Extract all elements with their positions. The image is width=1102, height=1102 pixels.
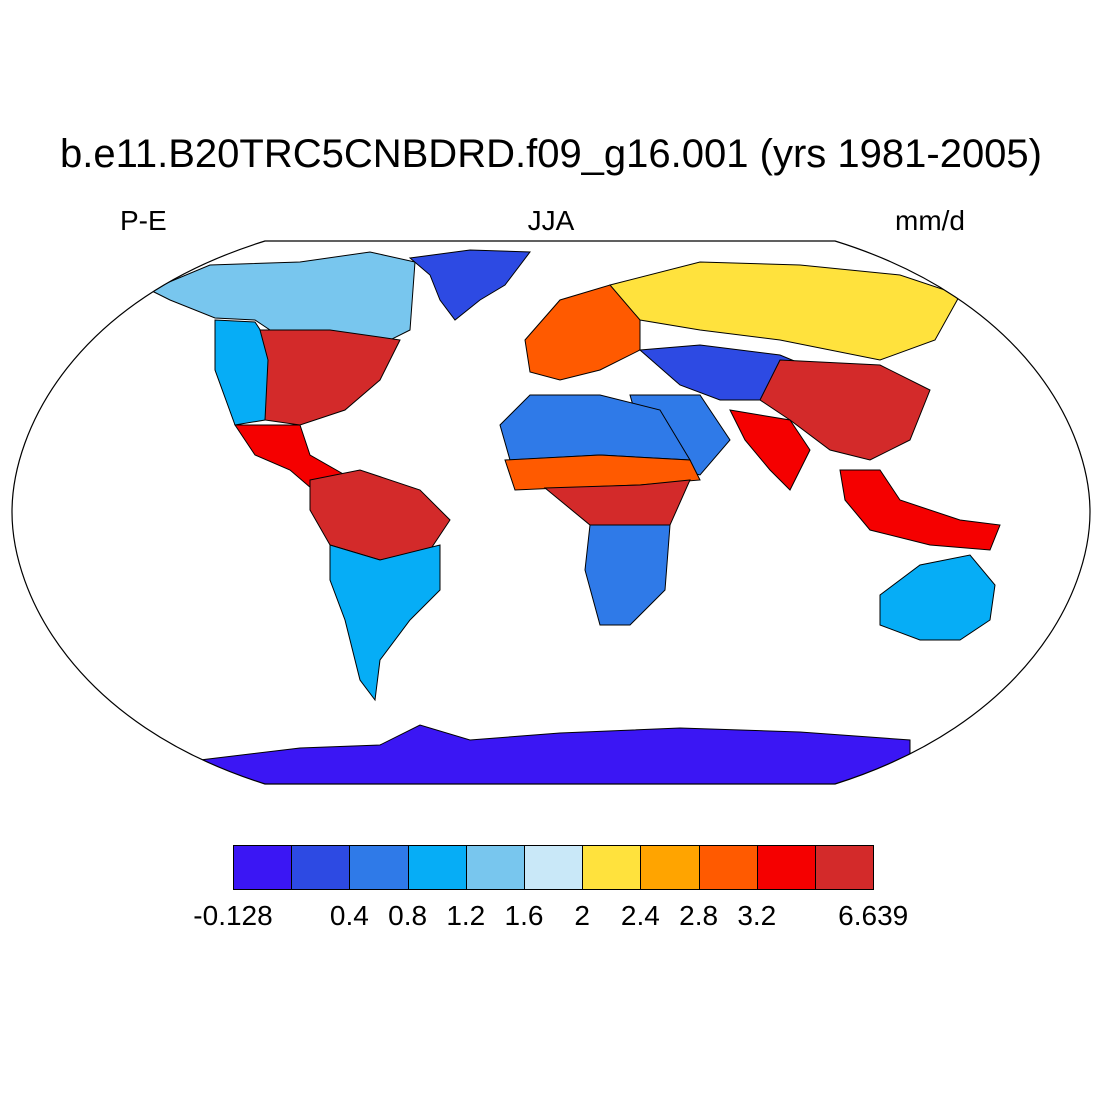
colorbar-box — [349, 845, 409, 890]
colorbar-label: 2.4 — [620, 900, 660, 931]
colorbar-label: 1.2 — [446, 900, 486, 931]
units-label: mm/d — [895, 205, 965, 236]
region-india — [729, 409, 811, 491]
region-southern-africa — [584, 524, 671, 626]
colorbar-box — [465, 845, 525, 890]
colorbar-box — [233, 845, 293, 890]
colorbar-label: 6.639 — [838, 900, 909, 931]
colorbar-box — [407, 845, 467, 890]
map-fill-layer — [148, 249, 1001, 784]
colorbar-label: 0.8 — [388, 900, 428, 931]
region-russia — [609, 261, 961, 361]
region-south-america-south — [329, 544, 441, 702]
region-maritime-continent — [839, 469, 1001, 551]
colorbar-label: 2.8 — [679, 900, 719, 931]
colorbar-box — [698, 845, 758, 890]
region-east-asia — [759, 359, 931, 461]
map-title: b.e11.B20TRC5CNBDRD.f09_g16.001 (yrs 198… — [59, 132, 1042, 176]
colorbar-label: 3.2 — [737, 900, 777, 931]
colorbar-box — [582, 845, 642, 890]
region-australia — [879, 554, 996, 641]
colorbar-label: 2 — [574, 900, 590, 931]
region-us-east — [259, 329, 401, 426]
region-antarctica — [199, 724, 911, 784]
map-border — [11, 240, 1091, 785]
colorbar-box — [291, 845, 351, 890]
colorbar-label: 0.4 — [329, 900, 369, 931]
variable-label: P-E — [120, 205, 167, 236]
colorbar-box — [815, 845, 875, 890]
colorbar-label: -0.128 — [193, 900, 273, 931]
colorbar-box — [756, 845, 816, 890]
season-label: JJA — [527, 205, 575, 236]
colorbar-box — [640, 845, 700, 890]
region-canada — [148, 251, 416, 351]
colorbar-label: 1.6 — [504, 900, 544, 931]
region-greenland — [408, 249, 531, 321]
colorbar-box — [524, 845, 584, 890]
